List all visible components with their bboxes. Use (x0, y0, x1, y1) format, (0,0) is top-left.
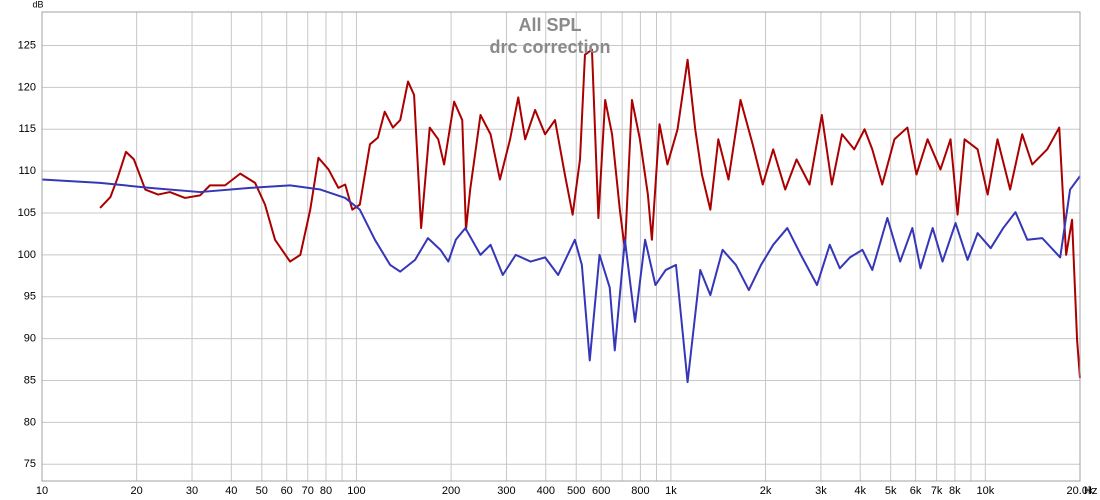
x-tick-label: 20 (131, 485, 143, 497)
x-tick-label: 50 (256, 485, 268, 497)
x-tick-label: 300 (497, 485, 515, 497)
x-tick-label: 600 (592, 485, 610, 497)
y-tick-label: 75 (24, 458, 36, 470)
x-tick-label: 2k (760, 485, 772, 497)
y-tick-label: 80 (24, 416, 36, 428)
x-tick-label: 100 (347, 485, 365, 497)
x-tick-label: 4k (854, 485, 866, 497)
y-tick-label: 100 (18, 249, 36, 261)
y-tick-label: 105 (18, 207, 36, 219)
x-tick-label: 200 (442, 485, 460, 497)
x-tick-label: 7k (931, 485, 943, 497)
x-tick-label: 20.0k (1067, 485, 1094, 497)
x-tick-label: 40 (225, 485, 237, 497)
lines (41, 48, 1081, 384)
x-tick-label: 500 (567, 485, 585, 497)
x-tick-label: 8k (949, 485, 961, 497)
x-tick-label: 3k (815, 485, 827, 497)
x-tick-label: 80 (320, 485, 332, 497)
series-line (99, 48, 1081, 379)
x-tick-label: 1k (665, 485, 677, 497)
x-tick-label: 60 (281, 485, 293, 497)
y-tick-label: 115 (18, 123, 36, 135)
chart-subtitle: drc correction (489, 37, 610, 57)
x-tick-label: 10 (36, 485, 48, 497)
y-axis-label: dB (32, 0, 43, 9)
chart-title: All SPL (518, 15, 581, 35)
y-tick-label: 85 (24, 374, 36, 386)
series-line (41, 175, 1081, 384)
y-tick-label: 95 (24, 291, 36, 303)
x-tick-label: 30 (186, 485, 198, 497)
x-tick-label: 70 (302, 485, 314, 497)
x-tick-label: 5k (885, 485, 897, 497)
y-tick-label: 110 (18, 165, 36, 177)
x-tick-label: 10k (976, 485, 994, 497)
y-tick-label: 125 (18, 39, 36, 51)
y-tick-label: 120 (18, 81, 36, 93)
x-tick-label: 6k (910, 485, 922, 497)
plot-border (41, 11, 1081, 482)
x-axis-label: Hz (1084, 485, 1097, 497)
x-tick-label: 800 (631, 485, 649, 497)
x-tick-label: 400 (537, 485, 555, 497)
y-tick-label: 90 (24, 333, 36, 345)
